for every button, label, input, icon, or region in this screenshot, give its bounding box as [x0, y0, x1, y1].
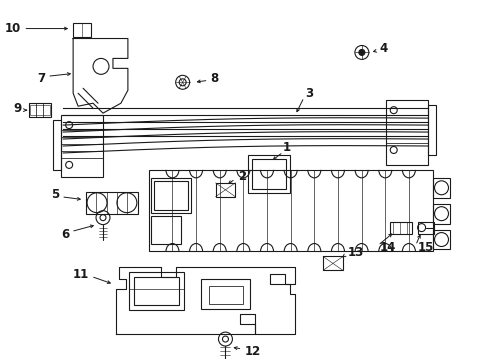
Text: 10: 10 — [5, 22, 22, 35]
Bar — [417, 222, 434, 234]
Text: 9: 9 — [13, 102, 22, 115]
Bar — [151, 216, 181, 243]
Bar — [53, 120, 61, 170]
Text: 3: 3 — [305, 87, 313, 100]
Bar — [433, 230, 450, 249]
Bar — [252, 159, 286, 189]
Bar — [134, 277, 179, 305]
Bar — [433, 178, 450, 198]
Bar — [200, 279, 250, 309]
Bar — [390, 222, 412, 234]
Text: 15: 15 — [417, 241, 434, 254]
Bar — [428, 105, 436, 155]
Text: 13: 13 — [348, 246, 364, 259]
Text: 11: 11 — [73, 268, 89, 281]
Text: 1: 1 — [282, 141, 291, 154]
Circle shape — [359, 49, 365, 55]
Text: 8: 8 — [211, 72, 219, 85]
Bar — [323, 256, 343, 270]
Bar — [151, 178, 191, 213]
Text: 2: 2 — [239, 170, 246, 183]
Bar — [386, 100, 428, 165]
Text: 4: 4 — [380, 42, 388, 55]
Bar — [73, 23, 91, 36]
Bar — [248, 155, 290, 193]
Bar — [30, 105, 50, 115]
Bar — [209, 286, 244, 304]
Bar — [216, 183, 235, 197]
Bar — [433, 204, 450, 224]
Bar — [86, 192, 138, 214]
Bar — [154, 181, 188, 210]
Bar — [129, 273, 184, 310]
Text: 14: 14 — [380, 241, 396, 254]
Text: 7: 7 — [37, 72, 45, 85]
Text: 12: 12 — [245, 345, 261, 357]
Text: 6: 6 — [61, 228, 69, 241]
Bar — [29, 103, 51, 117]
Bar — [61, 115, 103, 177]
Text: 5: 5 — [51, 188, 59, 201]
Bar — [149, 170, 433, 252]
